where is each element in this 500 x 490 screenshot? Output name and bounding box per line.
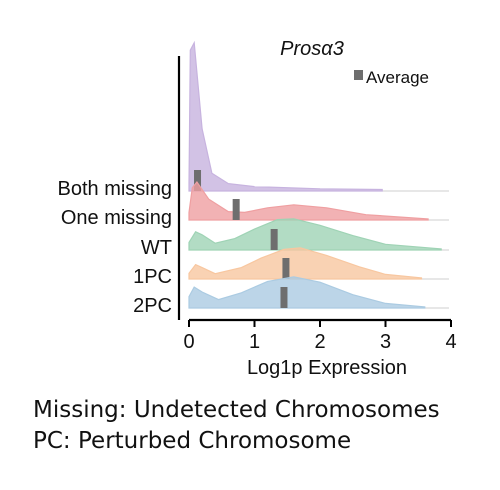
x-tick-label-2: 2 bbox=[314, 331, 325, 353]
ridges bbox=[188, 40, 449, 309]
category-labels: Both missing One missing WT 1PC 2PC bbox=[58, 178, 173, 317]
category-label-1pc: 1PC bbox=[133, 266, 172, 288]
chart-title: Prosα3 bbox=[280, 38, 344, 60]
ridge-2pc bbox=[188, 276, 426, 309]
x-tick-label-0: 0 bbox=[183, 331, 194, 353]
average-marker-1pc bbox=[282, 258, 290, 279]
ridgeline-chart: Both missing One missing WT 1PC 2PC 0 1 2 3 4 Pr… bbox=[58, 38, 457, 379]
ridge-both-missing bbox=[188, 40, 383, 192]
average-marker-both-missing bbox=[194, 170, 202, 191]
caption-pc: PC: Perturbed Chromosome bbox=[33, 428, 352, 454]
x-tick-label-3: 3 bbox=[380, 331, 391, 353]
ridge-wt bbox=[188, 218, 442, 251]
average-marker-wt bbox=[270, 229, 278, 250]
caption-missing: Missing: Undetected Chromosomes bbox=[33, 397, 440, 423]
x-tick-label-4: 4 bbox=[445, 331, 456, 353]
legend-average-label: Average bbox=[366, 68, 429, 87]
x-axis-label: Log1p Expression bbox=[247, 357, 407, 379]
x-ticks: 0 1 2 3 4 bbox=[183, 320, 457, 353]
category-label-wt: WT bbox=[141, 237, 172, 259]
ridge-1pc bbox=[188, 247, 423, 280]
x-tick-label-1: 1 bbox=[249, 331, 260, 353]
ridge-one-missing bbox=[188, 180, 429, 221]
category-label-2pc: 2PC bbox=[133, 295, 172, 317]
average-marker-2pc bbox=[280, 287, 288, 308]
category-label-one-missing: One missing bbox=[61, 207, 172, 229]
average-marker-one-missing bbox=[232, 199, 240, 220]
legend-average-swatch bbox=[354, 70, 363, 80]
category-label-both-missing: Both missing bbox=[58, 178, 173, 200]
